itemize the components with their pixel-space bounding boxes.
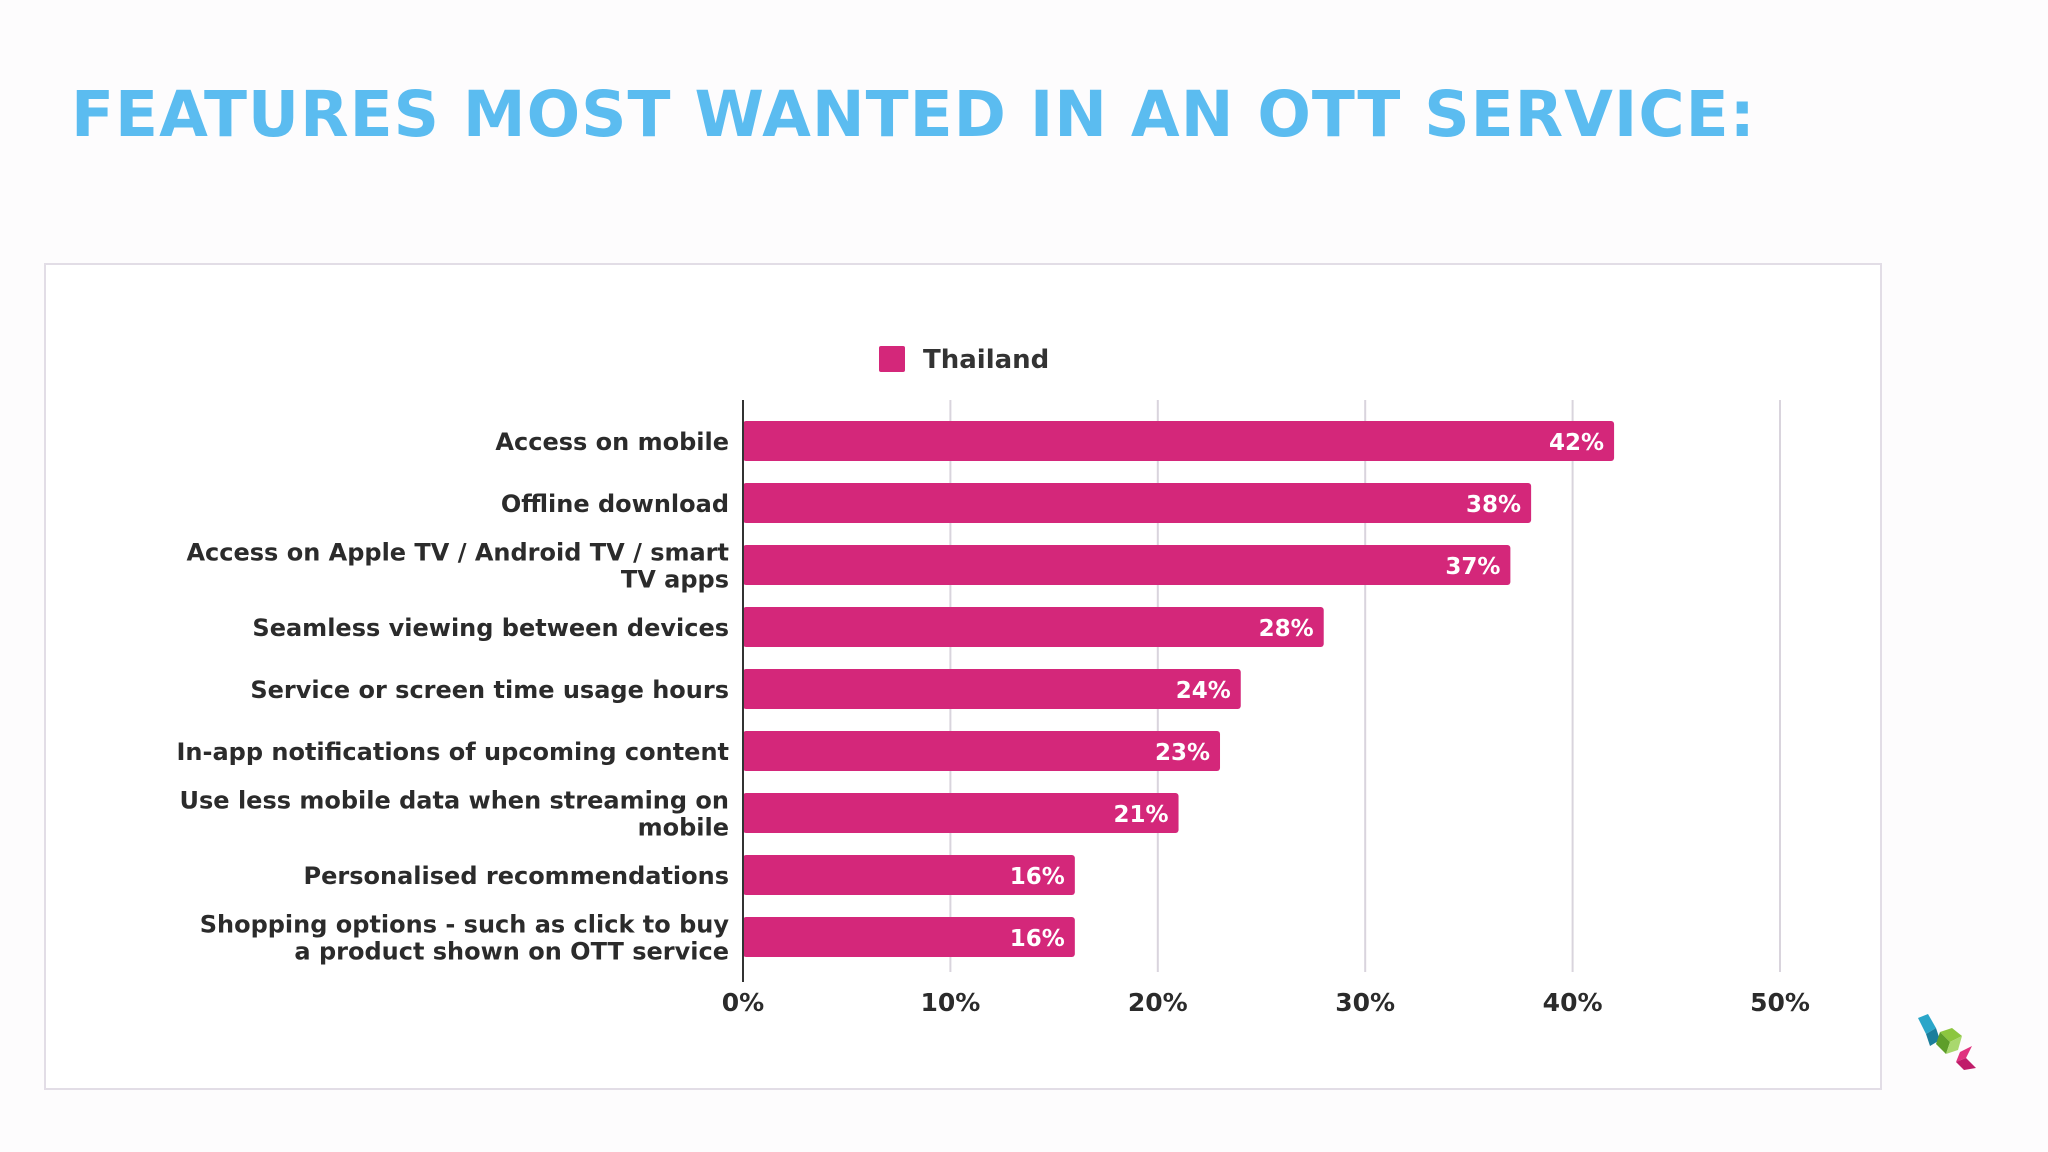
category-label: Seamless viewing between devices (252, 614, 729, 642)
category-label: TV apps (621, 566, 729, 594)
bar (743, 483, 1532, 523)
bar (743, 545, 1511, 585)
bar-chart: 42% Access on mobile 38% Offline download 37… (176, 345, 1810, 1017)
x-tick-label: 0% (722, 988, 764, 1017)
x-tick-label: 20% (1128, 988, 1188, 1017)
category-label: Offline download (501, 490, 729, 518)
bar (743, 731, 1221, 771)
bar (743, 607, 1324, 647)
bar-value-label: 38% (1466, 492, 1521, 518)
category-label: Service or screen time usage hours (250, 676, 729, 704)
x-tick-label: 40% (1543, 988, 1603, 1017)
bar-value-label: 21% (1113, 802, 1168, 828)
bar-value-label: 16% (1010, 864, 1065, 890)
bar-value-label: 28% (1259, 616, 1314, 642)
bar-value-label: 16% (1010, 926, 1065, 952)
bar (743, 855, 1075, 895)
legend-label: Thailand (923, 345, 1049, 375)
bar (743, 917, 1075, 957)
bar (743, 421, 1615, 461)
x-tick-label: 10% (920, 988, 980, 1017)
chart-frame: 42% Access on mobile 38% Offline download 37… (44, 263, 1882, 1090)
x-tick-label: 50% (1750, 988, 1810, 1017)
bar-value-label: 23% (1155, 740, 1210, 766)
category-label: In-app notifications of upcoming content (176, 738, 729, 766)
category-label: Access on Apple TV / Android TV / smart (186, 539, 729, 567)
category-label: Access on mobile (495, 428, 729, 456)
cubes-logo-icon (1918, 1014, 1976, 1070)
legend-swatch (879, 346, 905, 372)
category-label: Personalised recommendations (304, 862, 729, 890)
bar-value-label: 24% (1176, 678, 1231, 704)
bar (743, 669, 1241, 709)
category-label: Shopping options - such as click to buy (200, 911, 730, 939)
category-label: mobile (638, 814, 729, 842)
category-label: a product shown on OTT service (294, 938, 729, 966)
x-tick-label: 30% (1335, 988, 1395, 1017)
bar-value-label: 37% (1445, 554, 1500, 580)
bar (743, 793, 1179, 833)
page-title: FEATURES MOST WANTED IN AN OTT SERVICE: (71, 78, 1756, 151)
category-label: Use less mobile data when streaming on (180, 787, 729, 815)
bar-value-label: 42% (1549, 430, 1604, 456)
